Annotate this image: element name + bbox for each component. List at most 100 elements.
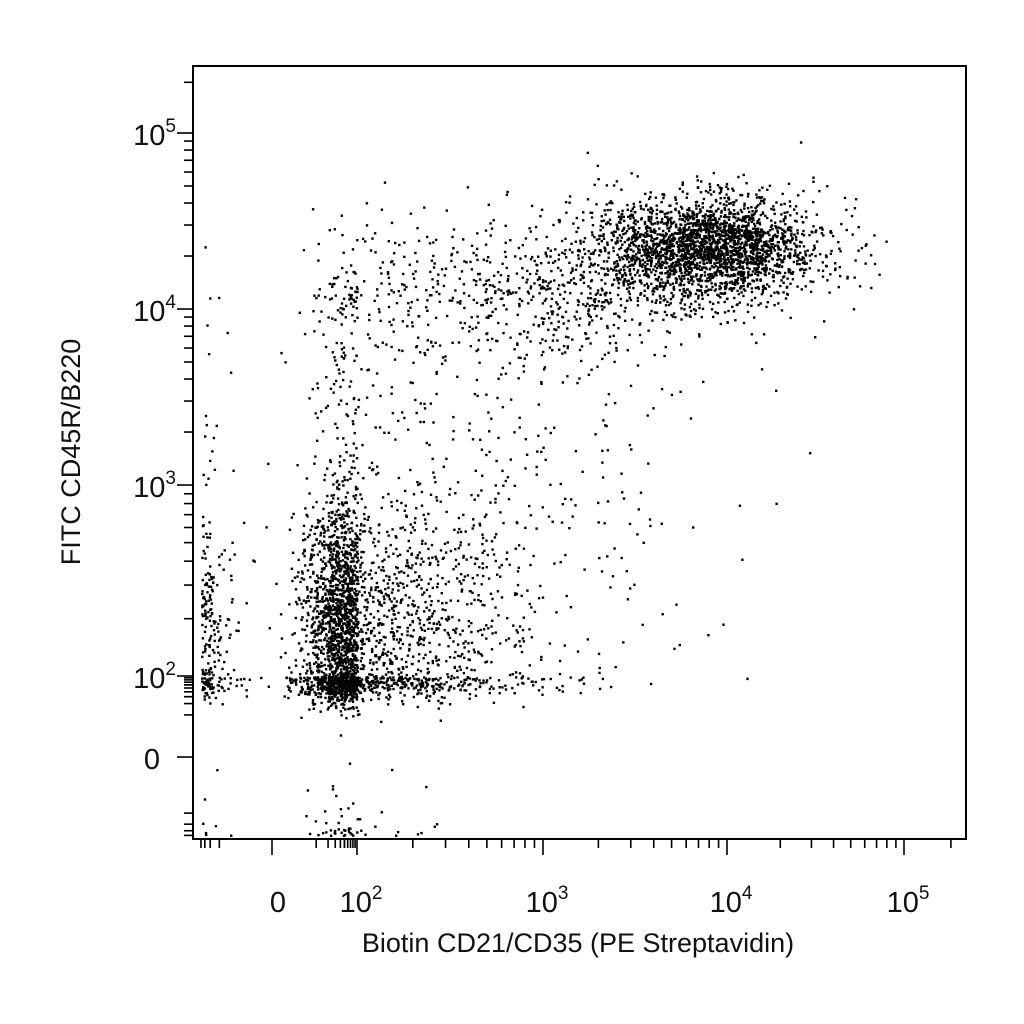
data-point xyxy=(350,548,353,551)
data-point xyxy=(411,603,414,606)
data-point xyxy=(481,533,484,536)
data-point xyxy=(669,225,672,228)
data-point xyxy=(600,219,603,223)
data-point xyxy=(713,252,716,256)
data-point xyxy=(706,273,710,276)
data-point xyxy=(344,572,347,575)
data-point xyxy=(355,689,359,692)
data-point xyxy=(690,254,693,257)
data-point xyxy=(790,232,793,235)
data-point xyxy=(743,247,747,251)
data-point xyxy=(425,696,428,699)
data-point xyxy=(751,231,754,234)
data-point xyxy=(370,684,373,688)
data-point xyxy=(208,684,212,687)
data-point xyxy=(309,557,312,560)
data-point xyxy=(375,677,378,680)
data-point xyxy=(687,219,690,222)
data-point xyxy=(343,543,346,547)
data-point xyxy=(350,833,353,836)
data-point xyxy=(696,186,700,189)
data-point xyxy=(211,691,214,695)
data-point xyxy=(680,236,683,239)
data-point xyxy=(403,694,406,697)
data-point xyxy=(745,261,748,265)
data-point xyxy=(777,248,780,251)
data-point xyxy=(356,579,360,582)
data-point xyxy=(341,559,345,562)
data-point xyxy=(690,263,694,266)
data-point xyxy=(397,611,400,615)
data-point xyxy=(345,501,348,504)
data-point xyxy=(694,201,698,204)
data-point xyxy=(350,660,353,663)
data-point xyxy=(653,228,656,231)
data-point xyxy=(368,688,372,692)
data-point xyxy=(351,673,354,676)
data-point xyxy=(325,821,328,825)
data-point xyxy=(335,651,338,655)
data-point xyxy=(564,201,568,204)
data-point xyxy=(319,695,323,699)
data-point xyxy=(796,285,799,288)
data-point xyxy=(737,292,741,296)
data-point xyxy=(363,586,366,589)
data-point xyxy=(323,606,326,610)
data-point xyxy=(320,651,323,654)
data-point xyxy=(727,266,731,269)
data-point xyxy=(417,583,420,586)
data-point xyxy=(338,623,341,626)
data-point xyxy=(336,554,340,558)
data-point xyxy=(794,249,797,252)
data-point xyxy=(742,260,746,263)
data-point xyxy=(742,245,746,249)
data-point xyxy=(419,642,422,646)
data-point xyxy=(335,648,338,651)
data-point xyxy=(652,244,655,248)
data-point xyxy=(396,508,399,512)
data-point xyxy=(719,322,722,326)
data-point xyxy=(353,587,357,591)
data-point xyxy=(394,654,397,658)
data-point xyxy=(731,287,735,290)
data-point xyxy=(330,639,333,642)
data-point xyxy=(641,265,644,268)
data-point xyxy=(356,593,359,596)
data-point xyxy=(718,223,722,226)
data-point xyxy=(771,258,774,261)
data-point xyxy=(631,256,635,259)
data-point xyxy=(740,229,744,232)
data-point xyxy=(230,834,233,837)
data-point xyxy=(342,706,345,709)
data-point xyxy=(682,283,686,287)
data-point xyxy=(348,686,351,689)
data-point xyxy=(715,234,718,237)
data-point xyxy=(341,692,344,695)
data-point xyxy=(326,577,329,581)
data-point xyxy=(647,226,650,229)
data-point xyxy=(608,201,611,205)
data-point xyxy=(364,678,368,681)
data-point xyxy=(438,683,442,686)
data-point xyxy=(400,633,404,636)
data-point xyxy=(454,492,457,495)
data-point xyxy=(342,546,345,550)
data-point xyxy=(326,643,329,646)
data-point xyxy=(206,616,209,619)
data-point xyxy=(321,621,325,624)
data-point xyxy=(485,624,488,627)
data-point xyxy=(331,543,334,547)
data-point xyxy=(419,688,422,692)
data-point xyxy=(209,678,212,682)
data-point xyxy=(315,588,319,592)
data-point xyxy=(343,565,346,568)
data-point xyxy=(725,215,728,219)
data-point xyxy=(296,575,299,578)
data-point xyxy=(748,210,751,214)
data-point xyxy=(720,250,723,253)
data-point xyxy=(650,271,653,274)
data-point xyxy=(325,597,328,600)
data-point xyxy=(582,682,586,685)
data-point xyxy=(683,294,686,298)
data-point xyxy=(601,301,604,304)
